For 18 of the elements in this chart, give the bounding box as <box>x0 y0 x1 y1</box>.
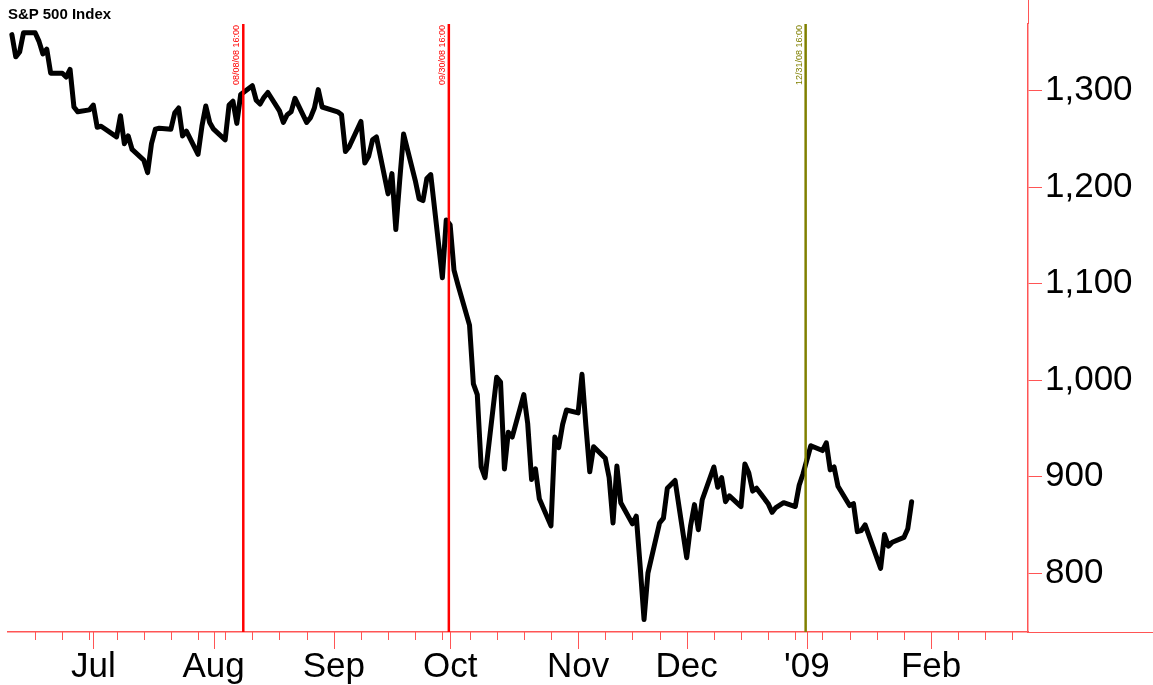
y-tick-label: 1,300 <box>1045 68 1133 108</box>
x-tick-label: Feb <box>900 644 962 684</box>
y-tick-label: 1,000 <box>1045 357 1133 397</box>
x-tick-label: Sep <box>302 644 365 684</box>
ref-line-label: 08/08/08 16:00 <box>231 25 242 86</box>
x-tick-label: Nov <box>546 644 610 684</box>
x-tick-label: Oct <box>422 644 478 684</box>
y-tick-label: 800 <box>1045 550 1104 590</box>
y-tick-label: 1,100 <box>1045 261 1133 301</box>
y-tick-label: 900 <box>1045 454 1104 494</box>
x-tick-label: Jul <box>70 644 116 684</box>
x-tick-label: Aug <box>182 644 245 684</box>
ref-line-label: 09/30/08 16:00 <box>436 25 447 86</box>
chart-title: S&P 500 Index <box>8 5 112 23</box>
y-tick-label: 1,200 <box>1045 164 1133 204</box>
ref-line-label: 12/31/08 16:00 <box>793 25 804 86</box>
x-tick-label: Dec <box>655 644 718 684</box>
x-tick-label: '09 <box>784 644 830 684</box>
